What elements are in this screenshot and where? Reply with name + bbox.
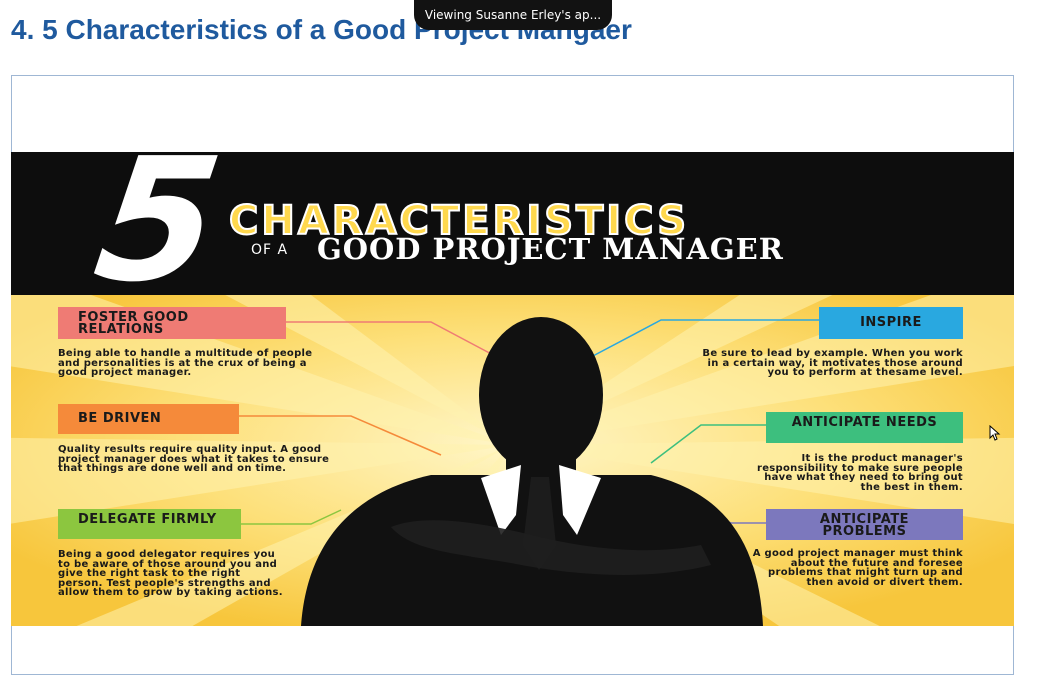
desc-be-driven: Quality results require quality input. A… (58, 444, 330, 474)
desc-anticipate-problems: A good project manager must think about … (752, 548, 963, 588)
desc-foster-good-relations: Being able to handle a multitude of peop… (58, 348, 313, 378)
infographic-header: 5 CHARACTERISTICS OF A GOOD PROJECT MANA… (11, 152, 1014, 320)
sunburst-background (11, 295, 1014, 626)
label-delegate-firmly: DELEGATE FIRMLY (58, 509, 241, 539)
infographic-image: 5 CHARACTERISTICS OF A GOOD PROJECT MANA… (11, 152, 1014, 626)
header-good-project-manager: GOOD PROJECT MANAGER (317, 232, 784, 266)
label-anticipate-needs: ANTICIPATE NEEDS (766, 412, 963, 443)
screen-share-toast: Viewing Susanne Erley's ap... (414, 0, 612, 30)
desc-delegate-firmly: Being a good delegator requires you to b… (58, 549, 283, 598)
desc-anticipate-needs: It is the product manager's responsibili… (756, 453, 963, 493)
header-characteristics: CHARACTERISTICS (228, 197, 690, 245)
label-be-driven: BE DRIVEN (58, 404, 239, 434)
header-of-a: OF A (251, 242, 289, 258)
label-inspire: INSPIRE (819, 307, 963, 339)
mouse-pointer-icon (989, 425, 1001, 441)
label-foster-good-relations: FOSTER GOOD RELATIONS (58, 307, 286, 339)
label-anticipate-problems: ANTICIPATE PROBLEMS (766, 509, 963, 540)
desc-inspire: Be sure to lead by example. When you wor… (702, 348, 963, 378)
big-number-five: 5 (85, 152, 232, 320)
